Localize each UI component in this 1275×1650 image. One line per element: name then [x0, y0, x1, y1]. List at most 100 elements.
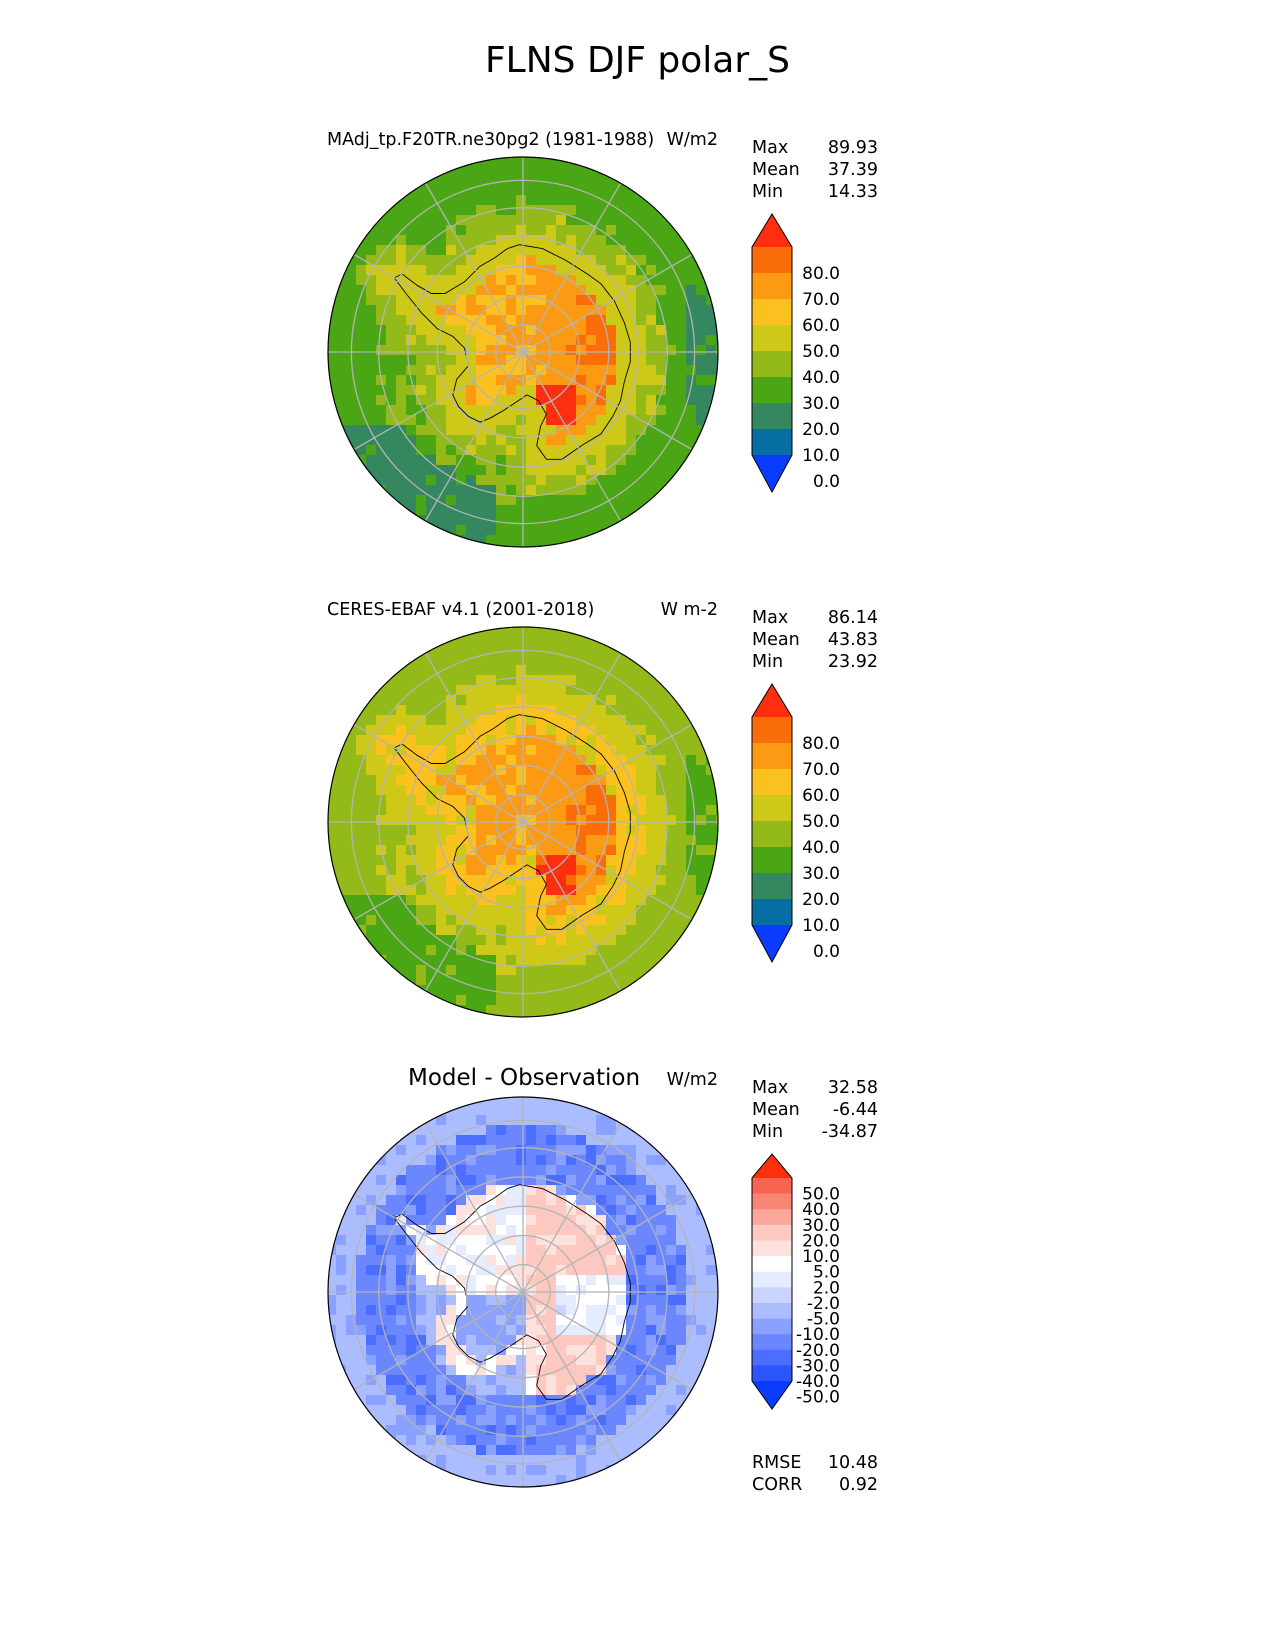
- field-cell: [576, 1335, 587, 1346]
- field-cell: [616, 835, 627, 846]
- field-cell: [556, 705, 567, 716]
- field-cell: [626, 705, 637, 716]
- field-cell: [606, 245, 617, 256]
- field-cell: [456, 1225, 467, 1236]
- field-cell: [446, 1125, 457, 1136]
- field-cell: [576, 1415, 587, 1426]
- field-cell: [346, 735, 357, 746]
- field-cell: [606, 1465, 617, 1476]
- field-cell: [476, 1105, 487, 1116]
- field-cell: [416, 1165, 427, 1176]
- field-cell: [676, 1295, 687, 1306]
- field-cell: [506, 1395, 517, 1406]
- field-cell: [486, 1285, 497, 1296]
- field-cell: [406, 485, 417, 496]
- field-cell: [586, 265, 597, 276]
- field-cell: [536, 525, 547, 536]
- field-cell: [456, 795, 467, 806]
- field-cell: [376, 905, 387, 916]
- field-cell: [696, 315, 707, 326]
- field-cell: [496, 695, 507, 706]
- stat-value: 10.48: [827, 1453, 878, 1473]
- field-cell: [436, 955, 447, 966]
- field-cell: [566, 215, 577, 226]
- field-cell: [516, 265, 527, 276]
- field-cell: [426, 855, 437, 866]
- field-cell: [536, 215, 547, 226]
- field-cell: [506, 665, 517, 676]
- field-cell: [486, 865, 497, 876]
- field-cell: [706, 1245, 717, 1256]
- stat-min: Min 14.33: [752, 181, 878, 203]
- field-cell: [346, 1235, 357, 1246]
- field-cell: [346, 1305, 357, 1316]
- field-cell: [456, 845, 467, 856]
- field-cell: [626, 1315, 637, 1326]
- field-cell: [616, 995, 627, 1006]
- field-cell: [646, 1265, 657, 1276]
- field-cell: [416, 825, 427, 836]
- field-cell: [556, 525, 567, 536]
- field-cell: [496, 1005, 507, 1016]
- field-cell: [576, 175, 587, 186]
- field-cell: [566, 345, 577, 356]
- field-cell: [486, 1435, 497, 1446]
- field-cell: [496, 285, 507, 296]
- field-cell: [576, 1405, 587, 1416]
- field-cell: [416, 785, 427, 796]
- field-cell: [526, 745, 537, 756]
- field-cell: [546, 1195, 557, 1206]
- field-cell: [606, 1185, 617, 1196]
- field-cell: [356, 715, 367, 726]
- field-cell: [466, 455, 477, 466]
- field-cell: [556, 905, 567, 916]
- field-cell: [328, 825, 337, 836]
- field-cell: [436, 1375, 447, 1386]
- field-cell: [596, 885, 607, 896]
- field-cell: [416, 1175, 427, 1186]
- field-cell: [616, 925, 627, 936]
- field-cell: [476, 845, 487, 856]
- field-cell: [636, 475, 647, 486]
- field-cell: [486, 995, 497, 1006]
- field-cell: [426, 915, 437, 926]
- field-cell: [486, 885, 497, 896]
- field-cell: [486, 685, 497, 696]
- field-cell: [586, 305, 597, 316]
- field-cell: [446, 1425, 457, 1436]
- field-cell: [346, 1345, 357, 1356]
- field-cell: [536, 1445, 547, 1456]
- field-cell: [456, 1305, 467, 1316]
- field-cell: [406, 1255, 417, 1266]
- field-cell: [396, 845, 407, 856]
- field-cell: [626, 845, 637, 856]
- field-cell: [606, 215, 617, 226]
- field-cell: [646, 1375, 657, 1386]
- field-cell: [328, 315, 337, 326]
- field-cell: [328, 1345, 337, 1356]
- field-cell: [426, 1245, 437, 1256]
- field-cell: [636, 895, 647, 906]
- field-cell: [546, 465, 557, 476]
- field-cell: [406, 1275, 417, 1286]
- field-cell: [436, 865, 447, 876]
- field-cell: [506, 855, 517, 866]
- field-cell: [366, 765, 377, 776]
- field-cell: [686, 1265, 697, 1276]
- field-cell: [476, 1375, 487, 1386]
- field-cell: [436, 1165, 447, 1176]
- field-cell: [476, 765, 487, 776]
- field-cell: [526, 1215, 537, 1226]
- field-cell: [336, 1195, 347, 1206]
- field-cell: [666, 305, 677, 316]
- field-cell: [586, 795, 597, 806]
- field-cell: [376, 245, 387, 256]
- field-cell: [516, 285, 527, 296]
- field-cell: [446, 335, 457, 346]
- field-cell: [406, 975, 417, 986]
- field-cell: [516, 1185, 527, 1196]
- field-cell: [536, 365, 547, 376]
- field-cell: [576, 725, 587, 736]
- field-cell: [636, 235, 647, 246]
- field-cell: [396, 725, 407, 736]
